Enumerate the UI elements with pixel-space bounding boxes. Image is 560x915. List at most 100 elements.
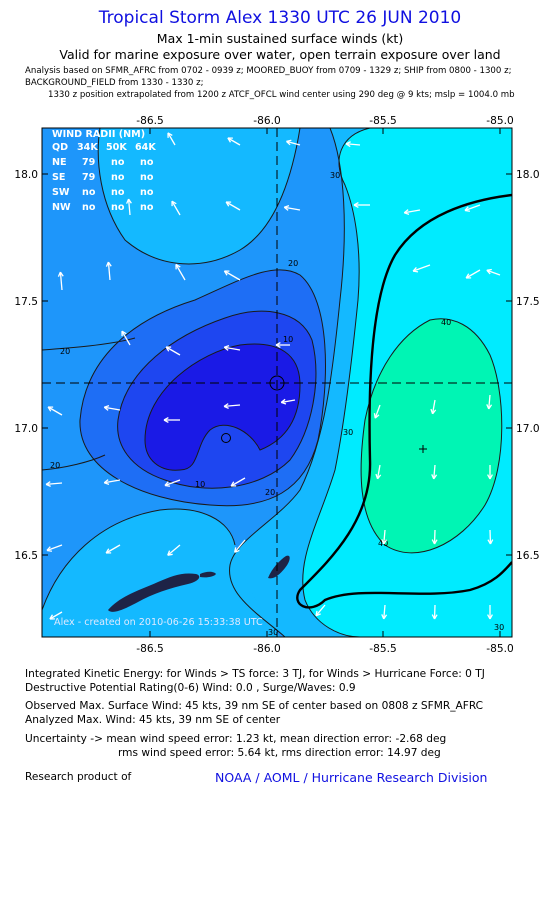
wind-vector-arrowhead [431,474,435,480]
wind-vector-arrow [224,270,241,281]
wind-vector-arrow [227,137,241,146]
wind-vector-arrowhead [275,342,281,346]
position-note: 1330 z position extrapolated from 1200 z… [48,90,515,100]
noaa-aoml-hrd-link[interactable]: NOAA / AOML / Hurricane Research Divisio… [215,770,488,785]
wind-vector-arrowhead [165,346,170,352]
wind-vector-arrowhead [487,614,491,620]
contour-20 [79,269,326,507]
wind-vector-arrow [167,132,176,146]
wind-radii-value: no [82,202,96,213]
lat-label-left: 17.5 [14,296,38,308]
wind-vector-arrow [345,143,361,146]
contour-label: 30 [494,623,504,632]
map-credit: Alex - created on 2010-06-26 15:33:38 UT… [54,617,263,628]
wind-vector-arrowhead [486,269,491,275]
wind-vector-arrow [433,464,436,480]
wind-vector-arrowhead [489,614,493,620]
wind-vector-arrowhead [225,201,230,207]
wind-contours: 10 10 20 20 20 20 30 30 30 30 40 40 [42,128,512,637]
wind-vector-arrowhead [281,401,287,405]
wind-vector-arrow [412,264,431,272]
wind-vector-arrowhead [487,474,491,480]
lon-label-top: -85.0 [486,115,514,127]
wind-vector-arrowhead [433,474,438,480]
wind-vector-arrowhead [375,473,379,479]
wind-vector-arrowhead [234,549,240,553]
wind-vector-arrow [104,479,121,484]
wind-vector-arrow [374,404,381,419]
island-east [268,555,290,579]
wind-vector-arrowhead [464,206,469,211]
lon-label-bottom: -85.5 [369,643,396,655]
wind-vector-arrow [284,206,301,211]
wind-vector-arrow [175,264,186,281]
wind-vector-arrow [286,140,301,146]
wind-vector-arrowhead [431,614,436,620]
lat-label-right: 16.5 [516,550,540,562]
wind-vector-arrow [105,544,121,554]
lon-label-bottom: -85.0 [486,643,514,655]
wind-vector-arrowhead [383,539,388,545]
wind-vector-arrow [104,406,121,411]
wind-vector-arrow [464,204,481,212]
wind-band-25-30-southwest [42,509,280,637]
wind-vector-arrowhead [227,137,232,143]
wind-radii-title: WIND RADII (NM) [52,129,145,140]
wind-vector-arrow [165,346,181,356]
wind-vector-arrowhead [167,553,173,556]
wind-vector-arrowhead [175,263,181,268]
wind-radii-value: no [82,187,96,198]
wind-vector-arrowhead [404,212,410,215]
land-masses [108,555,290,612]
wind-vector-arrowhead [171,200,177,205]
wind-vector-arrowhead [345,143,351,148]
wind-vector-arrowhead [353,202,359,206]
wind-radii-quadrant-se: SE [52,172,65,183]
wind-vector-arrowhead [430,408,434,414]
wind-vector-arrowhead [230,481,235,487]
contour-30-east [302,128,371,637]
contour-label: 20 [265,488,275,497]
wind-vector-arrowhead [105,261,110,267]
wind-vector-arrowhead [103,406,109,411]
lat-label-left: 17.0 [14,423,38,435]
wind-vector-arrowhead [121,330,127,335]
wind-vector-arrowhead [381,539,385,545]
wind-vector-arrowhead [47,406,52,412]
wind-vector-arrowhead [104,482,110,485]
wind-radii-quadrant-sw: SW [52,187,70,198]
wind-vector-arrowhead [163,419,169,423]
wind-vector-arrowhead [374,414,380,419]
wind-vector-arrow [315,604,326,617]
wind-vector-arrowhead [49,614,54,620]
wind-vector-arrow [224,346,241,351]
wind-vector-arrow [59,272,63,291]
wind-radii-value: no [111,157,125,168]
lon-label-top: -86.0 [253,115,281,127]
wind-vector-arrowhead [46,546,51,551]
island-roatan [108,573,200,612]
wind-radii-value: no [140,157,154,168]
wind-radii-table: WIND RADII (NM) QD 34K 50K 64K NE 79 no … [52,129,156,213]
wind-vector-arrowhead [465,273,470,279]
wind-vector-arrow [488,394,491,410]
wind-radii-value: no [140,187,154,198]
wind-vector-arrowhead [167,550,171,556]
wind-vector-arrowhead [486,268,492,271]
wind-vectors [45,132,501,620]
max-wind-plus-marker [419,445,427,453]
wind-vector-arrowhead [433,539,438,545]
wind-band-lt10 [145,344,300,471]
wind-field-map: 10 10 20 20 20 20 30 30 30 30 40 40 [14,115,540,655]
wind-vector-arrowhead [164,484,171,487]
wind-vector-arrow [127,199,131,216]
wind-vector-arrowhead [488,404,493,410]
wind-band-gt40 [361,318,502,553]
wind-vector-arrowhead [487,539,492,545]
contour-15 [117,310,317,489]
wind-vector-arrow [230,477,246,487]
wind-vector-arrow [376,464,381,479]
research-product-label: Research product of [25,771,132,783]
wind-vector-arrow [46,482,63,486]
wind-radii-value: no [140,202,154,213]
